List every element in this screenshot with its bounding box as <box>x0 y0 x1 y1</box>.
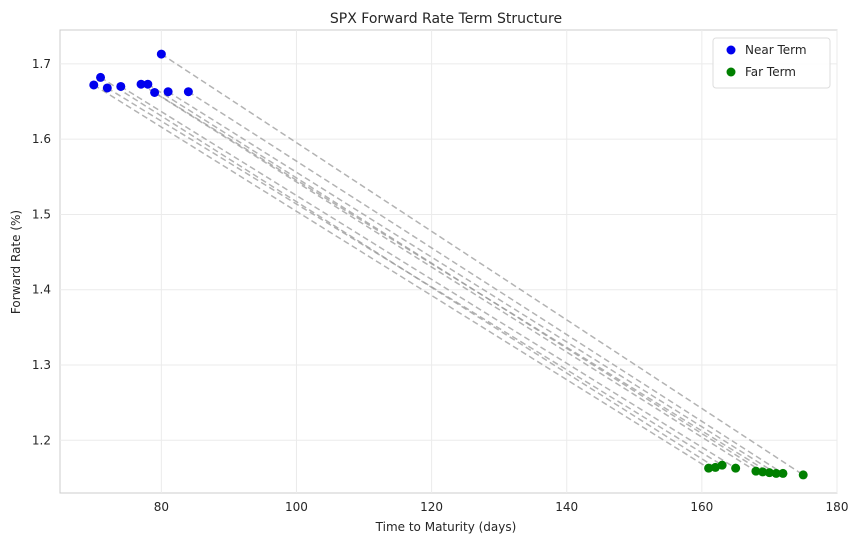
y-tick-label: 1.2 <box>32 433 51 447</box>
far-term-point <box>751 466 761 476</box>
near-term-point <box>183 87 193 97</box>
x-axis-label: Time to Maturity (days) <box>375 520 517 534</box>
legend-marker <box>726 45 736 55</box>
connector-line <box>120 85 737 469</box>
near-term-point <box>102 83 112 93</box>
y-tick-label: 1.4 <box>32 283 51 297</box>
near-term-point <box>150 87 160 97</box>
near-term-point <box>96 72 106 82</box>
connector-line <box>167 91 777 475</box>
y-tick-label: 1.7 <box>32 57 51 71</box>
y-tick-label: 1.3 <box>32 358 51 372</box>
connector-line <box>154 91 770 474</box>
x-tick-label: 140 <box>555 500 578 514</box>
far-term-point <box>758 467 768 477</box>
legend-marker <box>726 67 736 77</box>
x-tick-label: 180 <box>826 500 849 514</box>
x-tick-label: 80 <box>154 500 169 514</box>
connector-line <box>93 84 710 469</box>
y-axis-ticks: 1.2 1.3 1.4 1.5 1.6 1.7 <box>32 57 51 447</box>
y-tick-label: 1.5 <box>32 207 51 221</box>
far-term-point <box>717 460 727 470</box>
legend-entry: Near Term <box>745 43 807 57</box>
far-term-point <box>798 470 808 480</box>
legend-entry: Far Term <box>745 65 796 79</box>
plot-area <box>59 29 838 494</box>
connector-line <box>106 87 723 466</box>
connector-lines <box>93 53 804 476</box>
legend: Near Term Far Term <box>712 37 831 89</box>
near-term-point <box>116 81 126 91</box>
far-term-point <box>764 468 774 478</box>
far-term-point <box>778 468 788 478</box>
x-axis-ticks: 80 100 120 140 160 180 <box>154 500 849 514</box>
near-term-point <box>143 79 153 89</box>
x-tick-label: 120 <box>420 500 443 514</box>
near-term-point <box>163 87 173 97</box>
far-term-point <box>731 463 741 473</box>
near-term-point <box>136 79 146 89</box>
connector-line <box>160 53 804 476</box>
data-points <box>89 49 808 480</box>
far-term-point <box>771 468 781 478</box>
y-axis-label: Forward Rate (%) <box>9 210 23 314</box>
far-term-point <box>704 463 714 473</box>
x-tick-label: 160 <box>690 500 713 514</box>
legend-box <box>712 37 831 89</box>
far-term-point <box>710 462 720 472</box>
x-tick-label: 100 <box>285 500 308 514</box>
chart-title: SPX Forward Rate Term Structure <box>330 11 562 27</box>
connector-line <box>187 91 784 475</box>
y-tick-label: 1.6 <box>32 132 51 146</box>
connector-line <box>140 83 757 472</box>
near-term-point <box>156 49 166 59</box>
near-term-point <box>89 80 99 90</box>
